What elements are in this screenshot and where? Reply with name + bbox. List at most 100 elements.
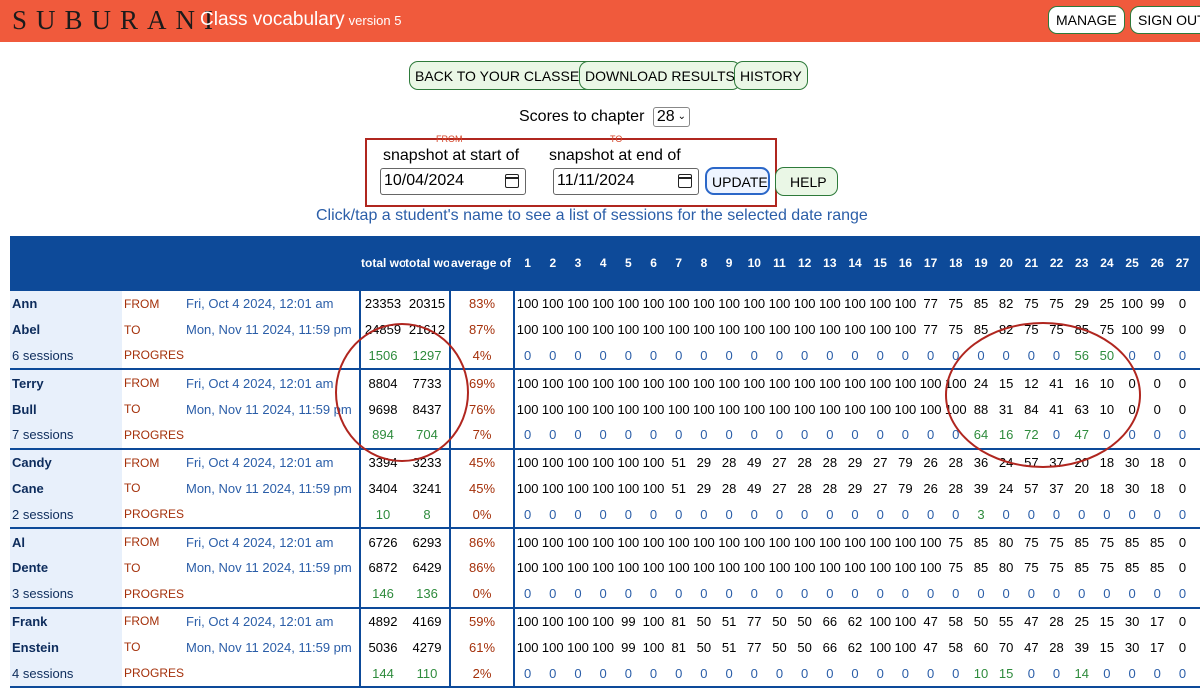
chapter-score: 27 <box>872 480 888 496</box>
chapter-score: 0 <box>741 580 767 609</box>
chapter-score: 100 <box>541 455 564 471</box>
chapter-score: 100 <box>894 375 917 391</box>
chapter-score: 100 <box>642 322 665 338</box>
student-last-name[interactable]: Abel <box>10 316 122 343</box>
words-correct: 4169 <box>412 613 442 629</box>
chapter-score: 0 <box>691 421 717 450</box>
chapter-score: 0 <box>1178 401 1187 417</box>
average-percent: 59% <box>449 607 515 635</box>
snapshot-date <box>184 342 360 371</box>
table-row: Dente TO Mon, Nov 11 2024, 11:59 pm 6872 642… <box>10 554 1200 581</box>
chapter-score: 75 <box>1099 534 1115 550</box>
chapter-score: 100 <box>869 560 892 576</box>
chapter-score: 0 <box>1119 660 1145 688</box>
app-title-text: Class vocabulary <box>200 9 345 30</box>
chapter-score: 100 <box>516 560 539 576</box>
brand-logo[interactable]: SUBURANI <box>12 5 223 35</box>
student-first-name[interactable]: Ann <box>10 291 122 317</box>
average-percent: 86% <box>449 554 515 581</box>
student-first-name[interactable]: Frank <box>10 607 122 635</box>
chapter-score: 100 <box>743 560 766 576</box>
chapter-score: 100 <box>642 560 665 576</box>
chapter-score: 0 <box>792 342 818 371</box>
student-first-name[interactable]: Candy <box>10 448 122 476</box>
end-date-field[interactable]: 11/11/2024 <box>553 168 699 195</box>
chapter-score: 100 <box>516 480 539 496</box>
chapter-score: 0 <box>842 421 868 450</box>
chapter-score: 0 <box>1069 501 1095 530</box>
chapter-score: 100 <box>667 560 690 576</box>
sign-out-button[interactable]: SIGN OUT <box>1130 6 1200 34</box>
words-correct: 3241 <box>412 480 442 496</box>
chapter-score: 85 <box>1150 534 1165 550</box>
chapter-score: 77 <box>747 639 762 655</box>
manage-button[interactable]: MANAGE <box>1048 6 1125 34</box>
chapter-score: 0 <box>691 501 717 530</box>
chapter-score: 100 <box>869 296 892 312</box>
chapter-score: 0 <box>943 660 969 688</box>
calendar-icon[interactable] <box>678 174 692 188</box>
student-last-name[interactable]: Dente <box>10 554 122 581</box>
scores-label: Scores to chapter <box>519 108 645 125</box>
app-version: version 5 <box>348 13 402 28</box>
chapter-score: 0 <box>792 421 818 450</box>
results-table: total words seen total words correct ave… <box>10 236 1200 688</box>
chapter-score: 0 <box>691 660 717 688</box>
student-last-name[interactable]: Cane <box>10 475 122 502</box>
student-last-name[interactable]: Bull <box>10 396 122 422</box>
chapter-score: 0 <box>892 421 918 450</box>
chapter-score: 100 <box>567 534 589 550</box>
chapter-score: 51 <box>671 480 686 496</box>
update-button[interactable]: UPDATE <box>705 167 770 195</box>
chapter-score: 100 <box>818 560 841 576</box>
average-percent: 87% <box>449 316 515 343</box>
chapter-select[interactable]: 28 ⌄ <box>652 107 691 127</box>
chapter-score: 51 <box>671 455 686 471</box>
chapter-score: 0 <box>867 501 893 530</box>
chapter-score: 100 <box>793 375 816 391</box>
chapter-score: 60 <box>973 639 989 655</box>
chapter-score: 100 <box>894 560 917 576</box>
chapter-score: 29 <box>847 455 863 471</box>
back-to-classes-button[interactable]: BACK TO YOUR CLASSES <box>409 61 595 90</box>
start-date-field[interactable]: 10/04/2024 <box>380 168 526 195</box>
calendar-icon[interactable] <box>505 174 519 188</box>
chapter-score: 100 <box>617 560 640 576</box>
chapter-score: 30 <box>1124 480 1140 496</box>
chapter-score: 100 <box>818 534 841 550</box>
chapter-score: 85 <box>973 534 989 550</box>
chapter-score: 100 <box>818 296 841 312</box>
row-kind-label: TO <box>124 402 141 417</box>
chapter-score: 0 <box>540 660 566 688</box>
header-chapter: 13 <box>823 256 837 270</box>
chapter-score: 0 <box>918 660 944 688</box>
chapter-score: 0 <box>918 580 944 609</box>
chapter-score: 0 <box>514 501 541 530</box>
chapter-score: 0 <box>918 421 944 450</box>
app-title: Class vocabulary version 5 <box>200 9 401 31</box>
student-first-name[interactable]: Terry <box>10 369 122 397</box>
chapter-score: 77 <box>923 322 938 338</box>
student-last-name[interactable]: Enstein <box>10 634 122 661</box>
chapter-score: 99 <box>621 639 636 655</box>
chapter-score: 75 <box>1024 296 1039 312</box>
average-percent: 2% <box>449 660 515 688</box>
help-button[interactable]: HELP <box>775 167 838 196</box>
chapter-score: 47 <box>1024 639 1039 655</box>
chapter-score: 0 <box>1178 455 1187 471</box>
average-percent: 83% <box>449 291 515 317</box>
student-first-name[interactable]: Al <box>10 528 122 555</box>
snapshot-date: Fri, Oct 4 2024, 12:01 am <box>186 455 334 471</box>
chapter-score: 0 <box>993 580 1019 609</box>
chapter-score: 100 <box>541 534 564 550</box>
chapter-score: 0 <box>666 580 692 609</box>
download-results-button[interactable]: DOWNLOAD RESULTS <box>579 61 741 90</box>
row-kind-label: PROGRESS <box>122 342 184 371</box>
chapter-score: 37 <box>1049 480 1064 496</box>
history-button[interactable]: HISTORY <box>734 61 808 90</box>
chapter-score: 100 <box>592 322 614 338</box>
header-chapter: 19 <box>974 256 988 270</box>
chapter-score: 100 <box>768 534 791 550</box>
chapter-score: 100 <box>718 560 740 576</box>
average-percent: 45% <box>449 475 515 502</box>
